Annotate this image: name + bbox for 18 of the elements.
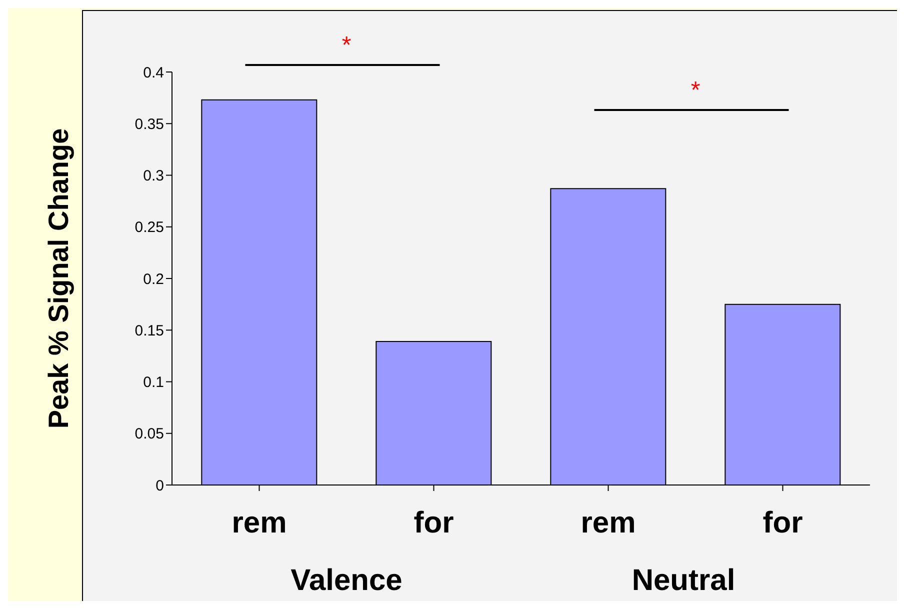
text: Neutral [632,564,736,597]
y-tick-label: 0.4 [143,64,164,82]
text: Valence [290,564,402,597]
y-tick-label: 0.15 [134,322,164,340]
y-tick-label: 0.35 [134,116,164,133]
y-tick-label: 0.1 [143,374,164,392]
x-tick-label: rem [580,506,636,540]
x-tick-label: rem [232,506,287,540]
text: * [342,32,352,59]
x-tick-label: for [762,506,804,540]
y-tick-label: 0.3 [143,168,164,185]
y-tick-label: 0.25 [134,219,164,236]
x-tick-label: for [414,506,454,540]
annotation: * [690,77,700,104]
y-tick-label: 0 [156,477,164,494]
y-tick-label: 0.2 [143,270,164,288]
y-tick-label: 0.05 [134,426,164,443]
y-axis-title: Peak % Signal Change [42,128,74,429]
